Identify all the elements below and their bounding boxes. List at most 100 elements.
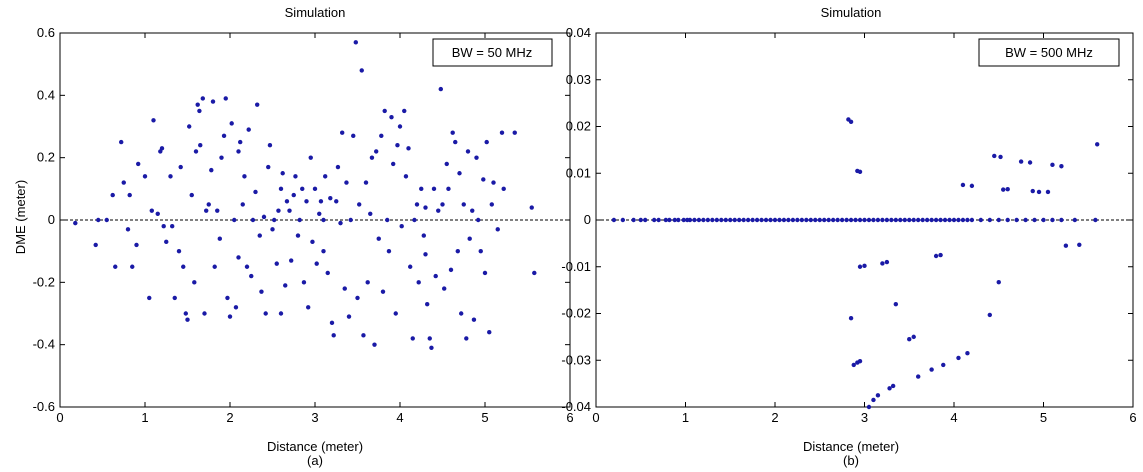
data-point [200,96,205,101]
data-point [238,139,243,145]
data-point [448,267,454,273]
data-point [960,217,966,223]
data-point [956,355,961,361]
data-point [790,217,796,223]
data-point [391,161,396,167]
data-point [261,214,267,220]
x-tick-label: 5 [1040,410,1047,425]
chart-title: Simulation [821,5,882,20]
data-point [1001,187,1006,192]
data-point [223,96,228,101]
data-point [495,227,500,232]
data-point [301,280,307,285]
data-point [164,239,169,245]
data-point [278,311,284,316]
data-point [335,164,341,170]
data-point [372,342,377,347]
data-point [334,199,339,204]
data-point [839,217,845,223]
data-point [410,336,415,341]
data-point [359,68,364,73]
data-point [1059,164,1064,169]
data-point [512,130,517,135]
data-point [893,301,899,307]
data-point [464,336,469,341]
data-point [329,320,335,326]
data-point [361,333,366,338]
data-point [487,330,492,335]
data-point [136,161,141,167]
data-point [857,169,863,175]
data-point [353,40,358,45]
data-point [929,217,934,223]
data-point [478,248,483,254]
data-point [786,217,791,223]
data-point [168,174,173,179]
data-point [907,217,912,223]
data-point [474,155,479,160]
data-point [250,217,256,223]
data-point [444,161,449,167]
data-point [804,217,809,223]
data-point [325,270,330,276]
data-point [848,217,854,223]
data-point [149,208,154,213]
data-point [393,311,398,316]
plot-area: 0 1 2 3 4 5 6 -0.6 -0.4 -0.2 0 0.2 0.4 0.6 [33,25,574,425]
data-point [643,217,648,223]
data-point [750,217,755,223]
data-point [996,217,1001,223]
data-point [470,208,475,213]
data-point [304,199,309,204]
data-point [121,180,126,185]
data-point [848,119,854,125]
data-point [866,217,872,223]
data-point [278,186,284,192]
data-point [933,253,939,259]
data-point [369,155,375,160]
data-point [916,217,921,223]
data-point [283,283,288,288]
data-point [705,217,711,223]
data-point [440,202,445,207]
data-point [848,315,854,321]
data-point [236,255,241,260]
data-point [1014,217,1019,223]
data-point [491,180,496,185]
y-tick-label: 0.2 [37,150,55,165]
x-tick-label: 1 [141,410,148,425]
data-point [380,289,386,294]
data-point [93,242,98,248]
data-point [406,146,411,151]
data-point [382,108,387,114]
data-point [280,171,285,176]
data-point [457,171,462,176]
data-point [376,236,381,241]
legend-text: BW = 500 MHz [1005,45,1093,60]
data-point [484,139,489,145]
data-point [450,130,455,135]
data-point [763,217,769,223]
data-point [217,236,222,241]
data-point [532,270,537,276]
data-point [1059,217,1064,223]
data-point [363,180,369,185]
data-point [233,305,239,310]
data-point [898,217,903,223]
data-point [799,217,805,223]
data-point [421,233,426,238]
data-point [866,404,872,410]
data-point [253,189,258,195]
data-point [385,217,390,223]
data-point [198,143,203,148]
data-point [351,133,356,139]
data-point [267,143,273,148]
data-point [884,217,890,223]
data-point [340,130,345,135]
x-tick-label: 2 [226,410,233,425]
data-point [291,192,296,198]
y-tick-label: -0.01 [561,259,591,274]
data-point [871,217,876,223]
data-point [482,270,488,276]
